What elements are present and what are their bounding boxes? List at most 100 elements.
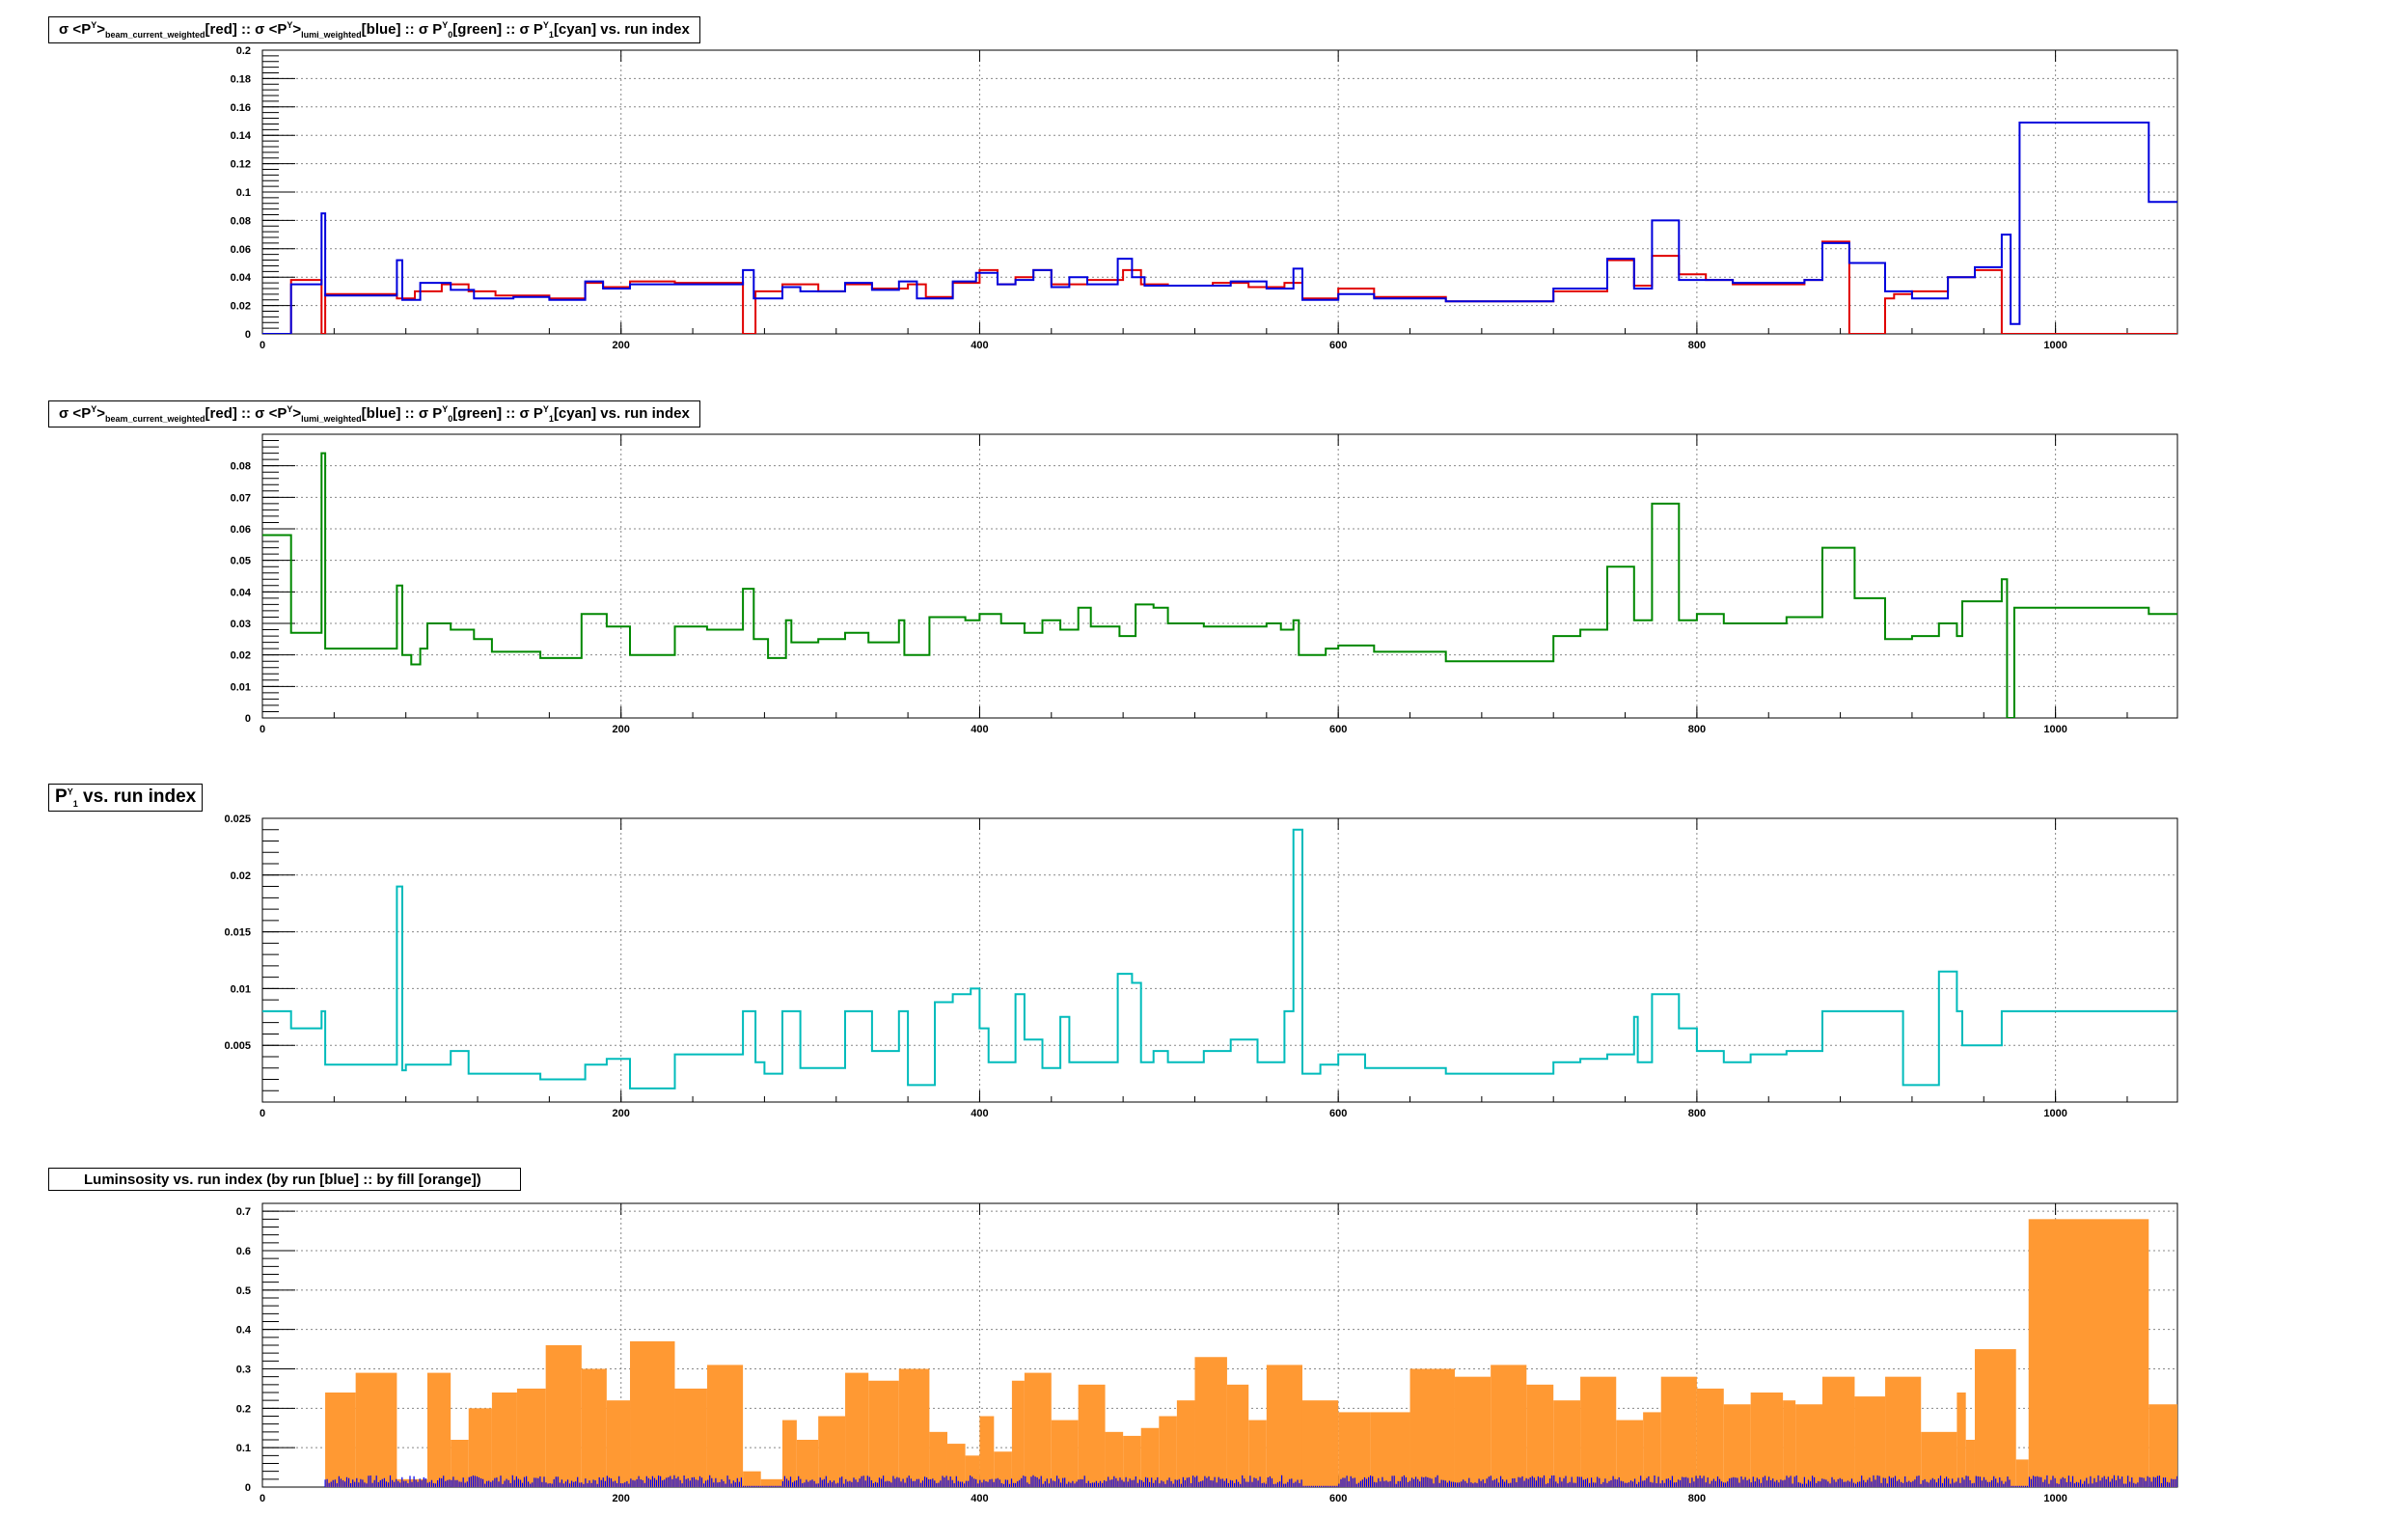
- fill-bar: [979, 1416, 995, 1487]
- y-tick-label: 0.025: [224, 814, 251, 825]
- fill-bar: [1491, 1365, 1527, 1487]
- y-tick-label: 0.5: [236, 1285, 251, 1297]
- y-tick-label: 0.015: [224, 927, 251, 939]
- fill-bar: [1159, 1416, 1177, 1487]
- x-tick-label: 400: [971, 1493, 988, 1504]
- fill-bar: [1266, 1365, 1302, 1487]
- x-tick-label: 200: [613, 1493, 630, 1504]
- fill-bar: [1616, 1420, 1644, 1487]
- fill-bar: [1078, 1384, 1106, 1487]
- y-tick-label: 0.04: [231, 272, 252, 284]
- panel-3-chart: 0 200 400 600 800 1000 0.005 0.01 0.015 0.02 0.025: [224, 814, 2178, 1119]
- fill-bar: [1140, 1427, 1160, 1487]
- x-tick-label: 800: [1688, 724, 1706, 735]
- fill-bar: [355, 1372, 397, 1487]
- y-tick-label: 0.6: [236, 1246, 251, 1257]
- fill-bar: [545, 1345, 582, 1487]
- y-tick-label: 0.12: [231, 159, 251, 171]
- fill-bar: [1454, 1376, 1491, 1487]
- series-line-2: [262, 122, 2177, 334]
- y-tick-label: 0.7: [236, 1206, 251, 1218]
- fill-bar: [929, 1431, 947, 1487]
- fill-bar: [426, 1372, 452, 1487]
- fill-bar: [1854, 1396, 1886, 1487]
- y-tick-label: 0.03: [231, 619, 251, 630]
- y-tick-label: 0.02: [231, 650, 251, 662]
- y-tick-label: 0.07: [231, 492, 251, 504]
- x-tick-label: 1000: [2043, 724, 2066, 735]
- fill-bar: [994, 1451, 1012, 1487]
- fill-bar: [1921, 1431, 1957, 1487]
- y-tick-label: 0.02: [231, 301, 251, 313]
- series-line-1: [262, 452, 2177, 718]
- y-tick-label: 0.04: [231, 587, 252, 598]
- panel-2-chart: 0 200 400 600 800 1000 0 0.01 0.02 0.03 0.04 0.05 0.…: [231, 433, 2178, 735]
- fill-bar: [1301, 1400, 1339, 1487]
- x-tick-label: 1000: [2043, 340, 2066, 351]
- fill-bar: [1660, 1376, 1697, 1487]
- fill-bar: [581, 1368, 607, 1487]
- fill-bar: [760, 1478, 782, 1487]
- x-tick-label: 400: [971, 724, 988, 735]
- fill-bar: [1965, 1440, 1975, 1487]
- y-tick-label: 0.06: [231, 524, 251, 536]
- fill-bar: [1123, 1435, 1141, 1487]
- fill-bar: [1105, 1431, 1124, 1487]
- x-tick-label: 1000: [2043, 1108, 2066, 1119]
- fill-bar: [451, 1440, 469, 1487]
- fill-bar: [1643, 1412, 1661, 1487]
- y-tick-label: 0: [245, 1482, 251, 1494]
- fill-bar: [898, 1368, 930, 1487]
- x-tick-label: 200: [613, 1108, 630, 1119]
- fill-bar: [1783, 1400, 1796, 1487]
- fill-bar: [868, 1380, 899, 1487]
- fill-bar: [1723, 1404, 1751, 1487]
- fill-bar: [1795, 1404, 1822, 1487]
- y-tick-label: 0.18: [231, 73, 251, 85]
- panel-4-chart: 0 200 400 600 800 1000 0 0.1 0.2 0.3 0.4 0.5 0.6 0.7: [236, 1202, 2178, 1504]
- fill-bar: [965, 1455, 980, 1487]
- fill-bar: [1974, 1349, 2016, 1487]
- fill-bar: [1194, 1357, 1227, 1487]
- fill-bar: [2028, 1219, 2149, 1487]
- series-line-1: [262, 828, 2177, 1089]
- y-tick-label: 0.02: [231, 870, 251, 882]
- fill-bar: [1011, 1380, 1025, 1487]
- y-tick-label: 0.1: [236, 187, 251, 199]
- panel-1-title: σ <PY>beam_current_weighted[red] :: σ <P…: [48, 16, 700, 43]
- fill-bar: [946, 1444, 966, 1487]
- fill-bar: [706, 1365, 744, 1487]
- x-tick-label: 600: [1329, 340, 1347, 351]
- fill-bar: [674, 1388, 707, 1487]
- fill-bar: [1024, 1372, 1052, 1487]
- fill-bar: [818, 1416, 846, 1487]
- fill-bar: [845, 1372, 869, 1487]
- fill-bar: [606, 1400, 631, 1487]
- fill-bar: [1821, 1376, 1855, 1487]
- fill-bar: [2148, 1404, 2177, 1487]
- fill-bar: [491, 1393, 517, 1487]
- x-tick-label: 600: [1329, 1108, 1347, 1119]
- y-tick-label: 0.14: [231, 130, 252, 142]
- plot-frame: [261, 433, 2178, 719]
- fill-bar: [1553, 1400, 1581, 1487]
- fill-bar: [1696, 1388, 1724, 1487]
- y-tick-label: 0.08: [231, 215, 251, 227]
- panel-1-chart: 0 200 400 600 800 1000 0 0.02 0.04 0.06 0.08 0.1 0.1…: [231, 45, 2178, 351]
- x-tick-label: 600: [1329, 724, 1347, 735]
- fill-bar: [796, 1440, 819, 1487]
- y-tick-label: 0.4: [236, 1325, 252, 1337]
- plot-frame: [261, 817, 2178, 1103]
- fill-bar: [1338, 1412, 1371, 1487]
- fill-bar: [1956, 1393, 1966, 1487]
- fill-bar: [1370, 1412, 1410, 1487]
- x-tick-label: 200: [613, 340, 630, 351]
- y-tick-label: 0.01: [231, 983, 251, 995]
- fill-bar: [1248, 1420, 1267, 1487]
- fill-bar: [1226, 1384, 1249, 1487]
- y-tick-label: 0.01: [231, 681, 251, 693]
- x-tick-label: 600: [1329, 1493, 1347, 1504]
- fill-bar: [1885, 1376, 1922, 1487]
- x-tick-label: 0: [260, 1108, 265, 1119]
